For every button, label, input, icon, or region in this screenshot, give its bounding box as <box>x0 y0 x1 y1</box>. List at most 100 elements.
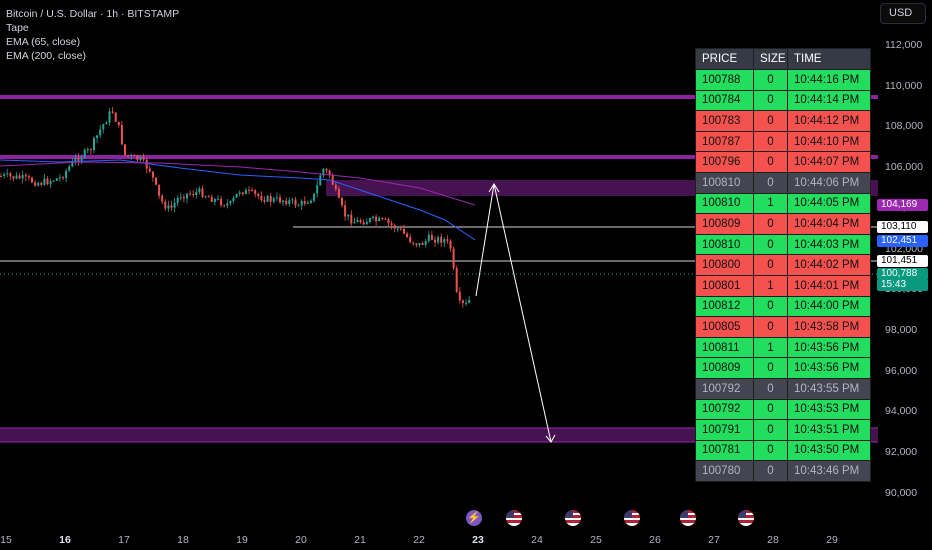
price-tick: 98,000 <box>885 323 918 336</box>
tape-size: 0 <box>753 295 788 318</box>
candle-body <box>217 198 219 200</box>
tape-time: 10:44:03 PM <box>787 233 871 256</box>
time-tick: 29 <box>826 534 838 546</box>
candle-body <box>359 220 362 223</box>
candle-body <box>136 155 139 161</box>
us-flag-icon[interactable] <box>738 510 754 526</box>
candle-body <box>235 193 238 198</box>
indicator-tape[interactable]: Tape <box>6 22 29 34</box>
price-tag: 103,110 <box>877 221 928 233</box>
ema-200-line <box>0 161 476 206</box>
candle-body <box>74 157 77 162</box>
tape-row: 100810 0 10:44:06 PM <box>695 171 871 194</box>
candle-body <box>331 175 334 185</box>
tape-size: 0 <box>753 316 788 338</box>
currency-button[interactable]: USD <box>880 3 926 24</box>
indicator-ema-200[interactable]: EMA (200, close) <box>6 50 86 62</box>
time-tick: 16 <box>59 534 71 546</box>
price-tag: 15:43 <box>877 279 928 291</box>
candle-body <box>403 228 405 234</box>
candle-body <box>269 195 272 202</box>
candle-body <box>461 300 464 303</box>
time-tick: 17 <box>118 534 130 546</box>
candle-body <box>244 189 247 195</box>
tape-row: 100783 0 10:44:12 PM <box>695 110 871 132</box>
candle-body <box>99 129 102 136</box>
candle-body <box>182 197 185 199</box>
candle-body <box>40 182 43 185</box>
candle-body <box>161 195 164 202</box>
tape-time: 10:43:56 PM <box>787 357 871 379</box>
candle-body <box>49 181 52 185</box>
tape-row: 100788 0 10:44:16 PM <box>695 69 871 91</box>
candle-body <box>437 236 440 243</box>
candle-body <box>102 124 105 130</box>
tape-row: 100800 0 10:44:02 PM <box>695 254 871 276</box>
candle-body <box>409 237 412 243</box>
tape-time: 10:43:46 PM <box>787 460 871 482</box>
tape-time: 10:44:07 PM <box>787 151 871 173</box>
tape-time: 10:43:51 PM <box>787 419 871 441</box>
price-tag: 104,169 <box>877 199 928 211</box>
candle-body <box>279 197 281 203</box>
tape-time: 10:44:05 PM <box>787 192 871 215</box>
tape-price: 100810 <box>695 192 754 215</box>
arrow-head <box>488 183 500 193</box>
candle-body <box>58 177 61 179</box>
price-tick: 112,000 <box>885 39 923 51</box>
candle-body <box>34 182 37 186</box>
candle-body <box>390 223 393 226</box>
candle-body <box>220 198 223 206</box>
candle-body <box>434 239 436 243</box>
candle-body <box>130 154 133 156</box>
indicator-ema-65[interactable]: EMA (65, close) <box>6 36 81 48</box>
zone-band <box>0 95 878 99</box>
candle-body <box>114 112 117 122</box>
us-flag-icon[interactable] <box>680 510 696 526</box>
time-tick: 27 <box>708 534 720 546</box>
us-flag-icon[interactable] <box>565 510 581 526</box>
tape-row: 100796 0 10:44:07 PM <box>695 151 871 173</box>
candle-body <box>117 121 120 126</box>
tape-time: 10:43:55 PM <box>787 377 871 400</box>
candle-body <box>353 222 356 224</box>
tape-size: 0 <box>753 130 788 153</box>
us-flag-icon[interactable] <box>624 510 640 526</box>
candle-body <box>93 138 95 151</box>
candle-body <box>133 154 136 156</box>
candle-body <box>124 144 126 155</box>
tape-row: 100781 0 10:43:50 PM <box>695 439 871 462</box>
candle-body <box>384 218 387 220</box>
symbol-title[interactable]: Bitcoin / U.S. Dollar · 1h · BITSTAMP <box>6 8 180 20</box>
candle-body <box>260 196 263 201</box>
tape-size: 1 <box>753 336 788 359</box>
candle-body <box>232 197 235 202</box>
candle-body <box>427 234 430 241</box>
tape-size: 0 <box>753 151 788 173</box>
time-tick: 15 <box>0 534 12 546</box>
price-tick: 90,000 <box>885 486 918 499</box>
tape-price: 100810 <box>695 233 754 256</box>
candle-body <box>251 190 254 192</box>
time-tick: 28 <box>767 534 779 546</box>
candle-body <box>455 268 458 292</box>
candle-body <box>226 203 229 206</box>
candle-body <box>238 192 241 194</box>
us-flag-icon[interactable] <box>506 510 522 526</box>
candle-body <box>80 157 83 162</box>
zone-rectangle <box>0 428 878 442</box>
candle-body <box>37 182 40 186</box>
candle-body <box>207 196 210 198</box>
candle-body <box>155 177 157 185</box>
flash-icon[interactable]: ⚡ <box>466 510 482 526</box>
candle-body <box>213 199 216 202</box>
time-tick: 22 <box>413 534 425 546</box>
tape-time: 10:44:16 PM <box>787 69 871 91</box>
candle-body <box>18 175 21 179</box>
tape-time: 10:43:58 PM <box>787 316 871 338</box>
candle-body <box>446 239 449 241</box>
candle-body <box>248 189 250 191</box>
candle-body <box>452 248 455 269</box>
candle-body <box>201 188 204 198</box>
tape-header-row: PRICE SIZE TIME <box>695 48 871 70</box>
